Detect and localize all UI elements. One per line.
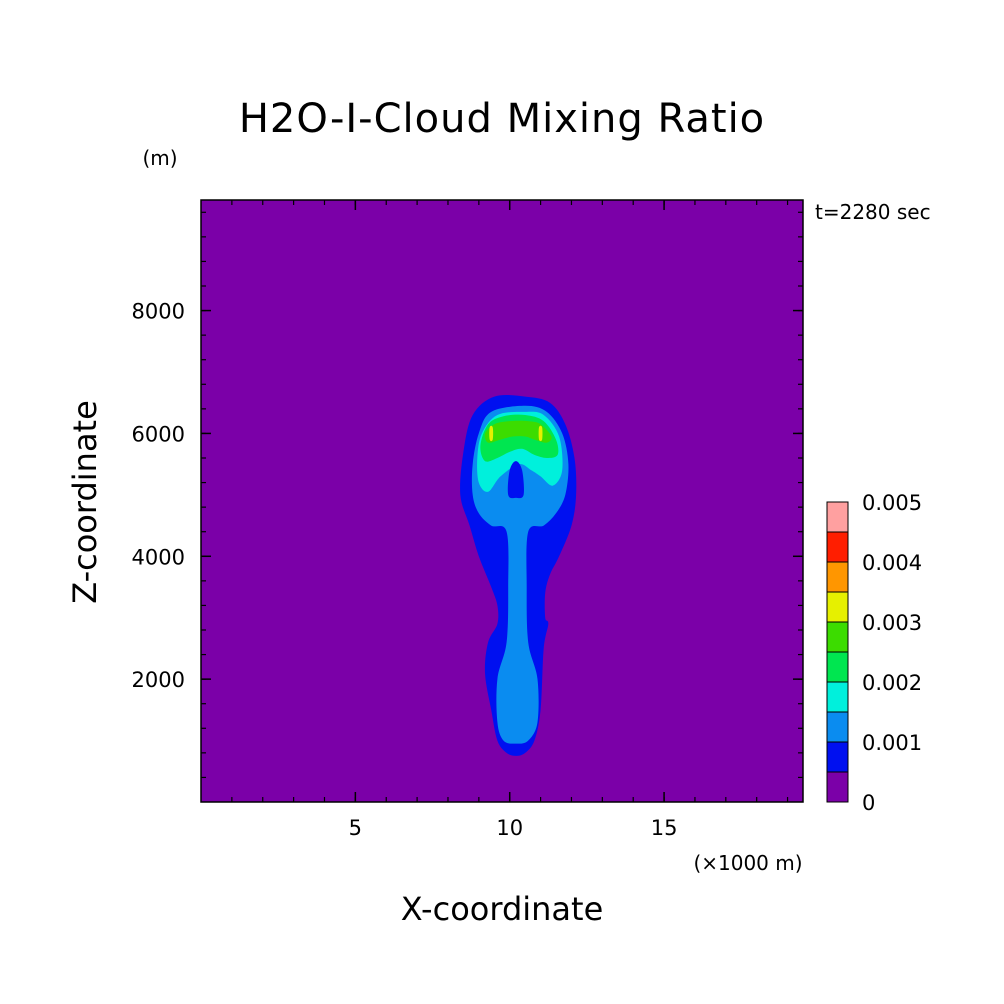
- x-tick-label: 10: [496, 816, 523, 840]
- colorbar-swatch: [826, 711, 849, 743]
- x-tick-labels: 5 10 15: [349, 816, 678, 840]
- x-axis-title: X-coordinate: [401, 890, 604, 928]
- colorbar-swatch: [826, 591, 849, 623]
- colorbar-label: 0: [862, 791, 875, 815]
- major-ticks: [201, 200, 803, 802]
- contour-region-1: [471, 405, 569, 744]
- contour-region-5: [489, 425, 494, 442]
- colorbar-label: 0.001: [862, 731, 922, 755]
- y-tick-label: 2000: [132, 668, 185, 692]
- colorbar-swatch: [826, 501, 849, 533]
- x-tick-label: 15: [651, 816, 678, 840]
- colorbar: [826, 501, 849, 803]
- x-unit-label: (×1000 m): [693, 851, 802, 875]
- contour-region-4: [484, 420, 552, 443]
- y-tick-label: 6000: [132, 422, 185, 446]
- colorbar-swatch: [826, 621, 849, 653]
- colorbar-label: 0.003: [862, 611, 922, 635]
- y-unit-label: (m): [142, 146, 177, 170]
- chart-title: H2O-I-Cloud Mixing Ratio: [239, 96, 765, 142]
- x-tick-label: 5: [349, 816, 362, 840]
- colorbar-label: 0.005: [862, 491, 922, 515]
- contour-region-6: [538, 425, 543, 442]
- colorbar-swatch: [826, 651, 849, 683]
- colorbar-swatch: [826, 741, 849, 773]
- colorbar-swatch: [826, 771, 849, 803]
- colorbar-swatch: [826, 681, 849, 713]
- contour-layer: [460, 394, 577, 756]
- y-axis-title: Z-coordinate: [66, 400, 104, 604]
- time-label: t=2280 sec: [815, 200, 931, 224]
- y-tick-label: 8000: [132, 300, 185, 324]
- y-tick-label: 4000: [132, 545, 185, 569]
- colorbar-label: 0.004: [862, 551, 922, 575]
- colorbar-swatch: [826, 561, 849, 593]
- contour-region-7: [507, 461, 524, 499]
- colorbar-swatch: [826, 531, 849, 563]
- plot-frame: [200, 199, 804, 803]
- colorbar-label: 0.002: [862, 671, 922, 695]
- colorbar-labels: 0 0.001 0.002 0.003 0.004 0.005: [862, 491, 922, 815]
- plot-area: [200, 199, 804, 803]
- y-tick-labels: 2000 4000 6000 8000: [132, 300, 185, 693]
